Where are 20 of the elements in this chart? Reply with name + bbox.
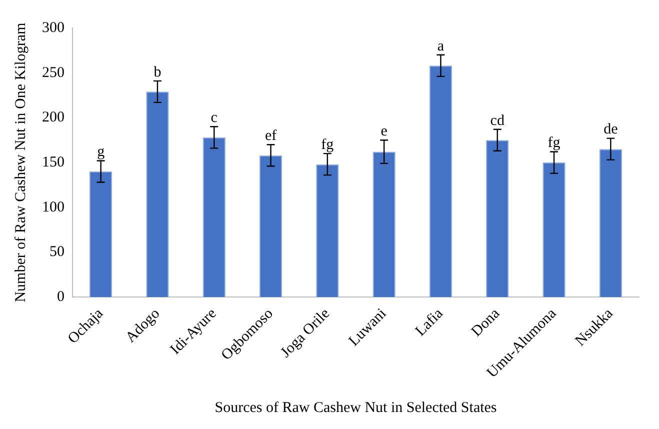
annotation: g xyxy=(97,144,106,160)
annotation: cd xyxy=(490,112,505,129)
annotation: de xyxy=(604,122,618,138)
y-tick-label: 0 xyxy=(57,288,64,305)
y-tick-label: 200 xyxy=(42,110,64,126)
annotation: fg xyxy=(321,136,334,153)
x-axis-title: Sources of Raw Cashew Nut in Selected States xyxy=(214,400,497,416)
annotation: fg xyxy=(548,135,561,152)
annotation: a xyxy=(437,38,444,54)
y-tick-label: 50 xyxy=(50,244,64,260)
x-tick-label: Joga Orile xyxy=(278,305,334,361)
annotation: c xyxy=(210,110,218,126)
annotation: b xyxy=(154,64,162,80)
annotation: e xyxy=(380,124,388,140)
annotation: ef xyxy=(264,128,277,144)
y-tick-label: 100 xyxy=(42,199,64,216)
y-tick-label: 250 xyxy=(42,64,64,81)
y-tick-label: 150 xyxy=(42,154,64,170)
y-axis-title: Number of Raw Cashew Nut in One Kilogram xyxy=(12,22,29,302)
y-tick-label: 300 xyxy=(42,20,64,36)
